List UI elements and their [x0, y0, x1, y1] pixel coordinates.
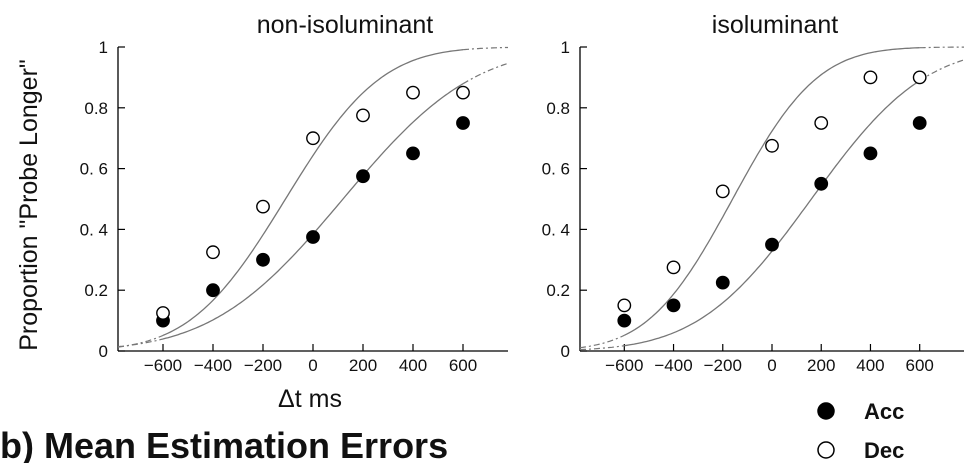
- y-tick-label: 0.2: [84, 281, 108, 300]
- x-tick-label: −200: [244, 356, 282, 375]
- section-heading: b) Mean Estimation Errors: [0, 425, 448, 463]
- data-point-dec: [206, 245, 220, 260]
- x-tick-label: 0: [767, 356, 776, 375]
- data-point-dec: [617, 298, 632, 313]
- legend-acc-label: Acc: [864, 399, 904, 424]
- x-tick-label: 0: [308, 356, 317, 375]
- fit-curve-dec: [624, 47, 920, 336]
- legend-dec-label: Dec: [864, 438, 904, 463]
- y-tick-label: 0: [561, 342, 570, 361]
- data-point-acc: [715, 275, 730, 290]
- y-tick-label: 0.8: [84, 99, 108, 118]
- data-point-dec: [256, 199, 270, 214]
- y-tick-label: 1: [99, 38, 108, 57]
- panel-non-isoluminant: non-isoluminant 0 0.2 0. 4 0. 6 0.8 1 −600 −400−…: [80, 11, 509, 375]
- fit-curve-extrapolated-dec: [579, 334, 625, 349]
- data-point-dec: [456, 85, 470, 100]
- x-tick-label: 200: [807, 356, 835, 375]
- x-tick-label: 600: [906, 356, 934, 375]
- x-tick-label: −400: [654, 356, 692, 375]
- fit-curve-extrapolated-dec: [117, 334, 164, 348]
- data-point-dec: [863, 70, 878, 85]
- y-tick-label: 0. 6: [542, 160, 570, 179]
- x-axis-label: Δt ms: [278, 385, 342, 413]
- fit-curve-extrapolated-acc: [579, 345, 625, 351]
- y-tick-label: 0.2: [546, 281, 570, 300]
- data-point-dec: [666, 260, 681, 275]
- fit-curve-extrapolated-acc: [117, 338, 164, 348]
- fit-curve-extrapolated-dec: [462, 46, 508, 51]
- data-point-acc: [206, 283, 220, 298]
- y-tick-label: 0: [99, 342, 108, 361]
- fit-curve-dec: [162, 49, 464, 336]
- y-tick-label: 0.8: [546, 99, 570, 118]
- legend: Acc Dec: [817, 399, 904, 463]
- data-point-acc: [356, 169, 370, 184]
- data-point-dec: [814, 116, 829, 130]
- fit-curve-extrapolated-acc: [462, 62, 509, 85]
- data-point-dec: [715, 184, 730, 199]
- x-tick-label: −600: [144, 356, 182, 375]
- y-axis-label: Proportion "Probe Longer": [15, 59, 43, 351]
- data-point-acc: [912, 116, 927, 130]
- x-tick-label: −600: [605, 356, 643, 375]
- legend-dec-marker: [817, 441, 835, 459]
- y-tick-label: 0. 4: [542, 220, 570, 239]
- panel-isoluminant: isoluminant 0 0.2 0. 4 0. 6 0.8 1 −600 −400 −200 0…: [542, 11, 964, 375]
- x-tick-label: −200: [704, 356, 742, 375]
- x-tick-label: −400: [194, 356, 232, 375]
- data-point-acc: [814, 176, 829, 191]
- data-point-dec: [406, 85, 420, 100]
- data-point-acc: [256, 252, 270, 267]
- data-point-dec: [306, 131, 320, 146]
- data-point-dec: [912, 70, 927, 85]
- x-tick-label: 600: [449, 356, 477, 375]
- data-point-acc: [765, 237, 779, 252]
- data-point-acc: [617, 313, 632, 328]
- data-point-acc: [456, 116, 470, 130]
- data-point-acc: [406, 146, 420, 161]
- data-point-acc: [863, 146, 878, 161]
- data-point-acc: [666, 298, 681, 313]
- data-point-dec: [356, 108, 370, 123]
- y-tick-label: 1: [561, 38, 570, 57]
- x-tick-label: 400: [399, 356, 427, 375]
- data-point-acc: [306, 230, 320, 244]
- fit-curve-extrapolated-dec: [919, 46, 964, 49]
- x-tick-label: 400: [856, 356, 884, 375]
- fit-curve-acc: [162, 83, 464, 340]
- legend-acc-marker: [817, 402, 835, 420]
- y-tick-label: 0. 4: [80, 220, 108, 239]
- data-point-dec: [156, 306, 170, 320]
- panel-title: non-isoluminant: [257, 11, 434, 39]
- y-tick-label: 0. 6: [80, 160, 108, 179]
- panel-title: isoluminant: [712, 11, 839, 39]
- data-point-dec: [765, 138, 779, 153]
- x-tick-label: 200: [349, 356, 377, 375]
